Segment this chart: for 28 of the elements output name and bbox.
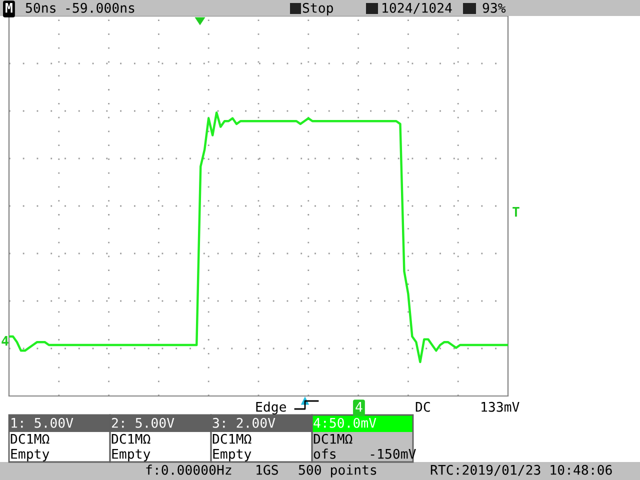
text: f:0.00000Hz <box>146 464 232 475</box>
text: 1024/1024 <box>382 2 452 14</box>
text: RTC:2019/01/23 10:48:06 <box>430 464 612 476</box>
text: DC1MΩ <box>10 434 50 444</box>
text: DC <box>416 402 430 412</box>
text: 4:50.0mV <box>314 418 376 428</box>
text: -59.000ns <box>66 2 134 13</box>
text: 50ns <box>26 2 56 13</box>
text: Edge <box>256 402 286 414</box>
text: DC1MΩ <box>314 434 352 444</box>
text: Empty <box>213 449 252 462</box>
text: 93% <box>482 2 506 13</box>
text: Stop <box>302 2 333 16</box>
text: 3: 2.00V <box>212 418 276 428</box>
text: Empty <box>112 449 150 462</box>
text: 133mV <box>482 402 520 412</box>
text: 4 <box>356 402 362 412</box>
text: Empty <box>11 449 50 462</box>
text: DC1MΩ <box>112 434 150 444</box>
text: ofs -150mV <box>314 448 416 459</box>
text: T <box>512 207 520 217</box>
text: 4 <box>2 336 8 346</box>
text: 1GS <box>256 464 278 475</box>
text: M <box>6 3 12 13</box>
text: 500 points <box>298 464 376 478</box>
text: DC1MΩ <box>212 434 252 444</box>
text: 2: 5.00V <box>112 418 174 428</box>
text: 1: 5.00V <box>12 418 74 428</box>
